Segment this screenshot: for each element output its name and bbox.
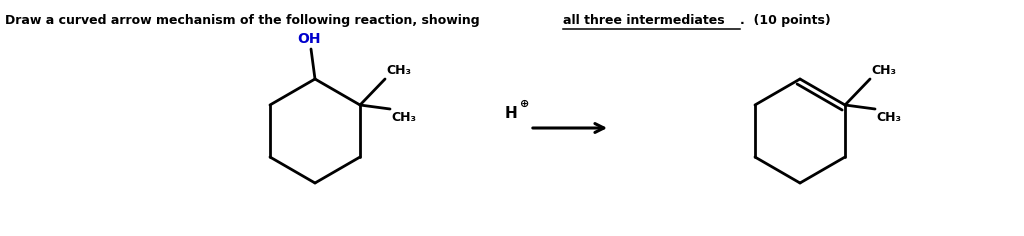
Text: CH₃: CH₃ xyxy=(391,111,416,124)
Text: CH₃: CH₃ xyxy=(871,64,896,77)
Text: ⊕: ⊕ xyxy=(520,99,529,109)
Text: CH₃: CH₃ xyxy=(386,64,411,77)
Text: all three intermediates: all three intermediates xyxy=(563,14,725,27)
Text: Draw a curved arrow mechanism of the following reaction, showing: Draw a curved arrow mechanism of the fol… xyxy=(5,14,484,27)
Text: OH: OH xyxy=(297,32,321,46)
Text: .  (10 points): . (10 points) xyxy=(740,14,830,27)
Text: CH₃: CH₃ xyxy=(877,111,901,124)
Text: H: H xyxy=(505,106,518,122)
